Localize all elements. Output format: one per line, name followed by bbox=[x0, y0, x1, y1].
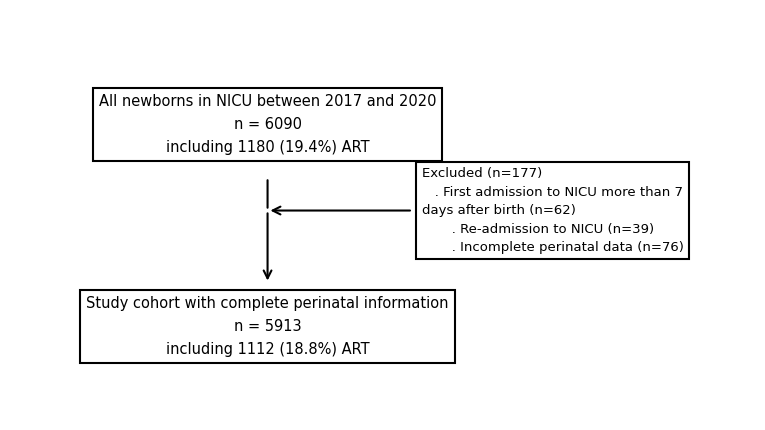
Text: Excluded (n=177)
   . First admission to NICU more than 7
days after birth (n=62: Excluded (n=177) . First admission to NI… bbox=[422, 167, 684, 254]
Text: Study cohort with complete perinatal information
n = 5913
including 1112 (18.8%): Study cohort with complete perinatal inf… bbox=[86, 295, 449, 357]
Text: All newborns in NICU between 2017 and 2020
n = 6090
including 1180 (19.4%) ART: All newborns in NICU between 2017 and 20… bbox=[99, 94, 436, 155]
